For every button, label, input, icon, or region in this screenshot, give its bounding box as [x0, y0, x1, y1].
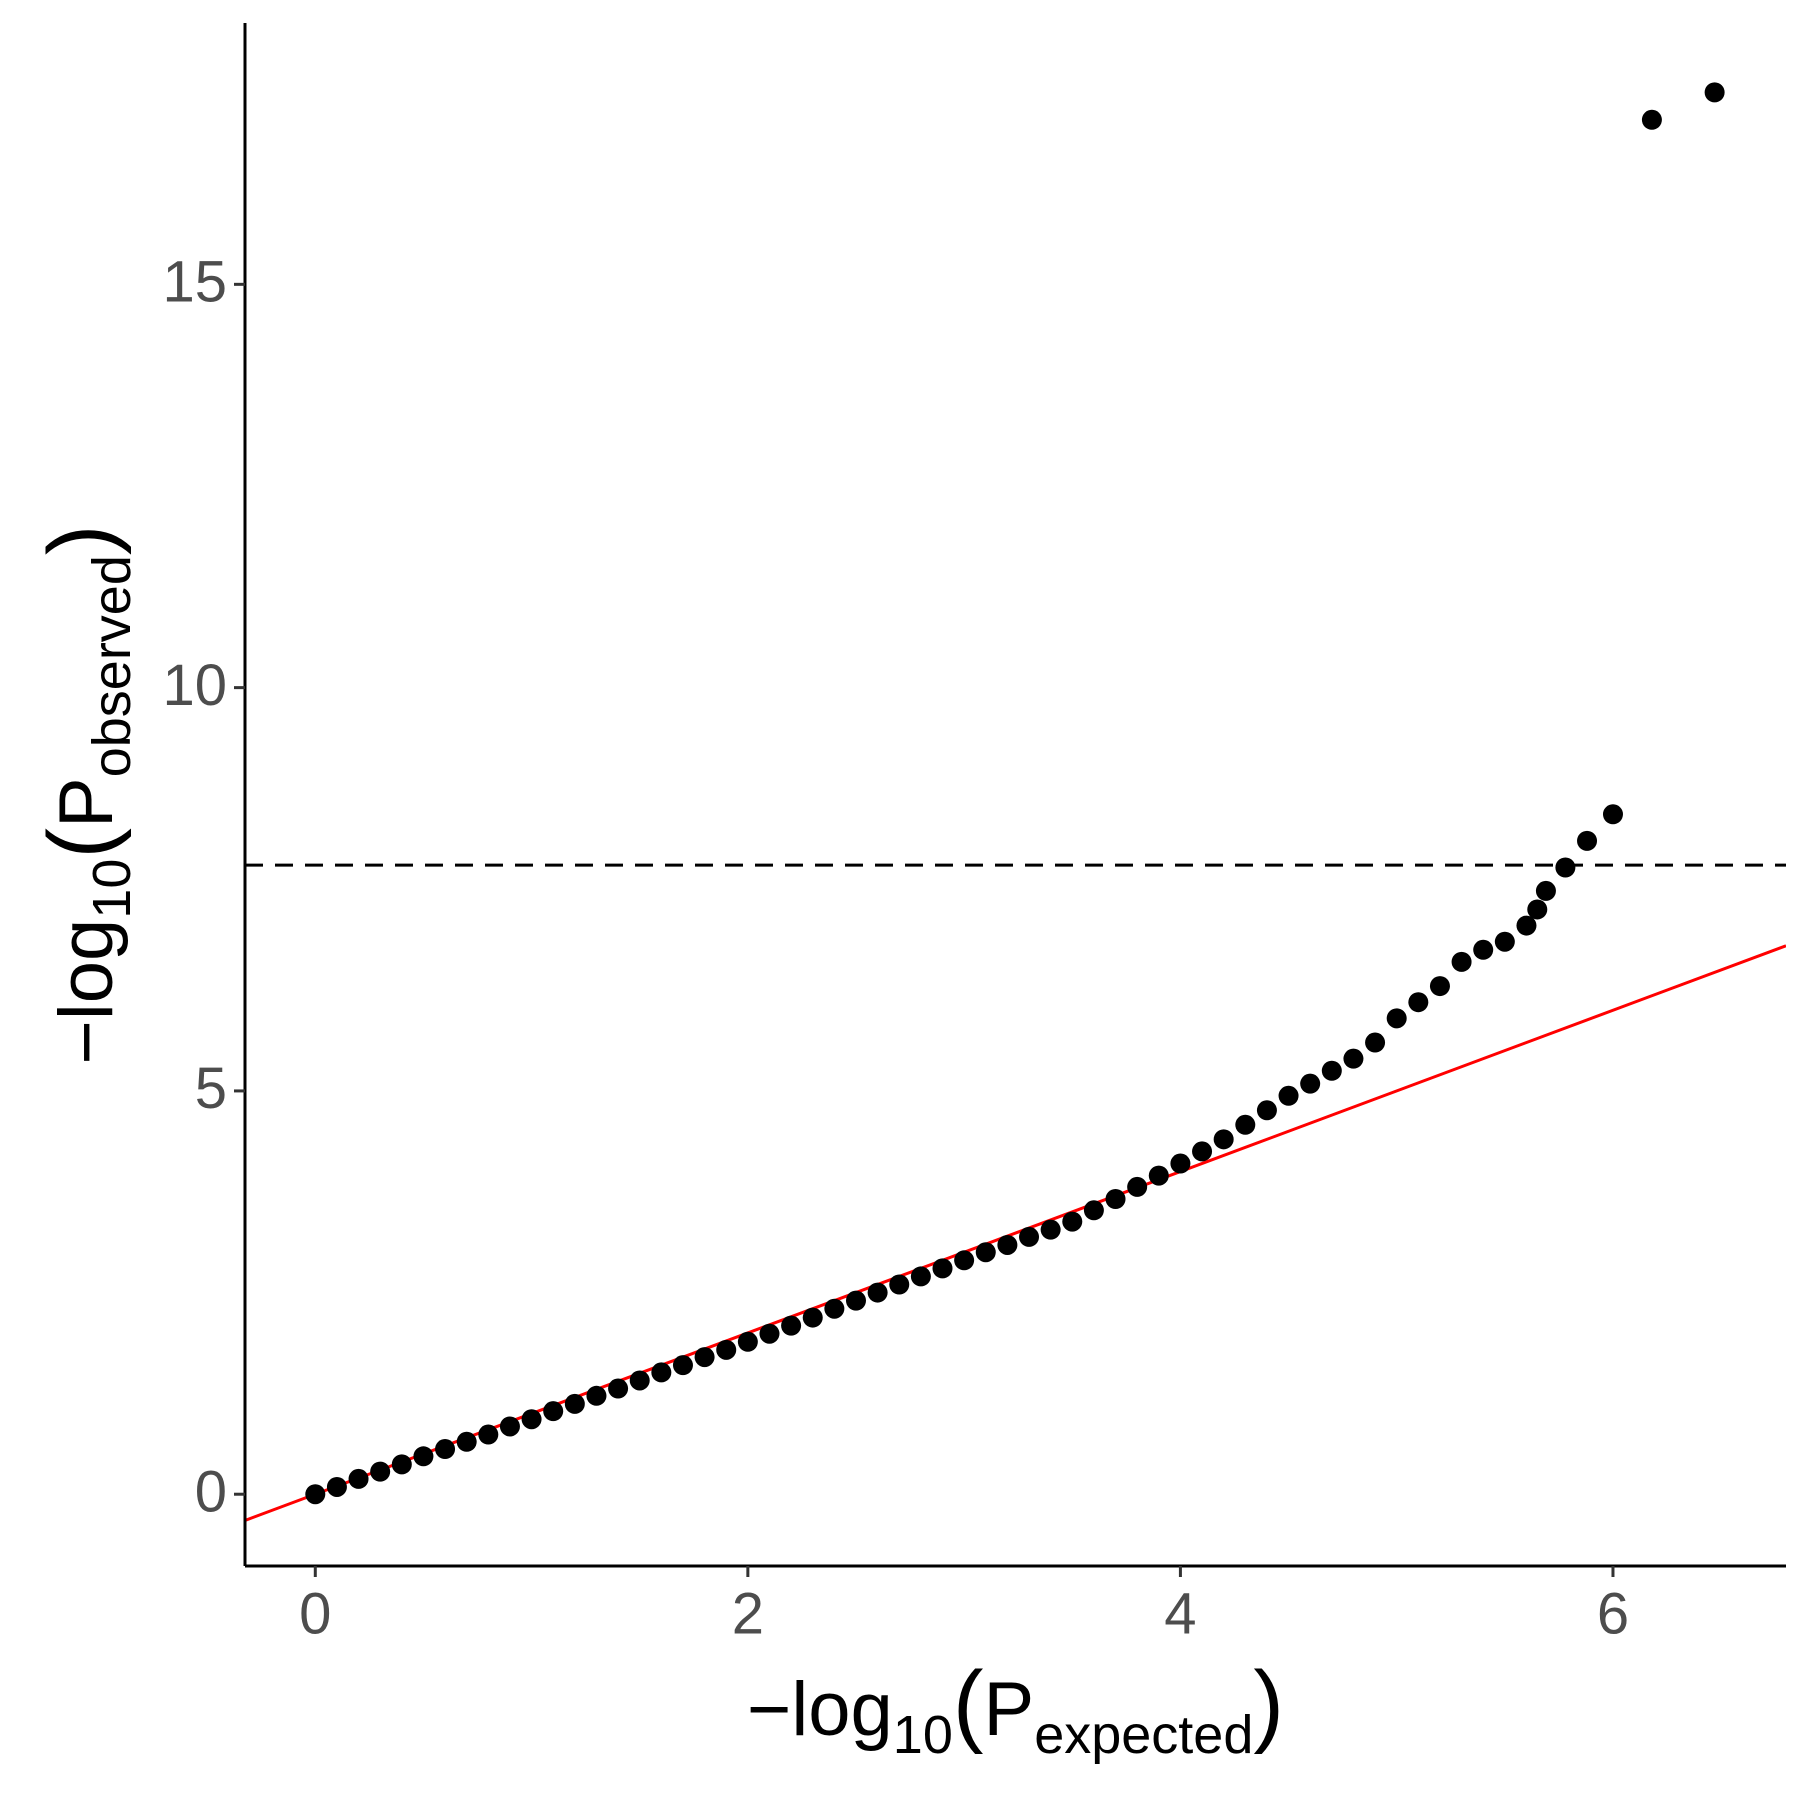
title-part: −log — [44, 919, 129, 1065]
title-part: ( — [30, 828, 132, 859]
point — [1300, 1073, 1321, 1094]
title-part: P — [984, 1667, 1035, 1752]
point — [1451, 951, 1472, 972]
y-tick-label: 5 — [195, 1056, 227, 1121]
title-part: 10 — [893, 1705, 953, 1765]
point — [824, 1298, 845, 1319]
point — [845, 1290, 866, 1311]
point — [1083, 1200, 1104, 1221]
point — [1527, 899, 1548, 920]
point — [586, 1385, 607, 1406]
x-tick-label: 0 — [299, 1581, 331, 1646]
point — [1278, 1085, 1299, 1106]
point — [1555, 857, 1576, 878]
title-part: ( — [953, 1653, 984, 1755]
point — [564, 1393, 585, 1414]
point — [781, 1315, 802, 1336]
point — [1127, 1176, 1148, 1197]
point — [651, 1362, 672, 1383]
point — [716, 1339, 737, 1360]
title-part: ) — [1253, 1653, 1284, 1755]
plot-area — [245, 82, 1786, 1522]
point — [413, 1446, 434, 1467]
point — [1040, 1219, 1061, 1240]
point — [910, 1266, 931, 1287]
point — [1516, 915, 1537, 936]
point — [1256, 1100, 1277, 1121]
point — [997, 1234, 1018, 1255]
point — [1602, 804, 1623, 825]
x-tick-label: 4 — [1164, 1581, 1196, 1646]
point — [1429, 976, 1450, 997]
point — [802, 1307, 823, 1328]
x-tick-label: 2 — [732, 1581, 764, 1646]
title-part: ) — [30, 524, 132, 555]
point — [326, 1476, 347, 1497]
point — [954, 1250, 975, 1271]
point — [499, 1416, 520, 1437]
point — [1321, 1060, 1342, 1081]
point — [889, 1274, 910, 1295]
point — [1704, 82, 1725, 103]
point — [759, 1323, 780, 1344]
point — [521, 1409, 542, 1430]
y-label: −log10(Pobserved) — [30, 524, 142, 1064]
title-part: expected — [1034, 1705, 1253, 1765]
point — [1019, 1226, 1040, 1247]
point — [478, 1424, 499, 1445]
point — [370, 1461, 391, 1482]
point — [1062, 1211, 1083, 1232]
point — [672, 1355, 693, 1376]
point — [629, 1370, 650, 1391]
point — [1577, 830, 1598, 851]
title-part: P — [44, 777, 129, 828]
point — [867, 1282, 888, 1303]
y-tick-label: 10 — [162, 653, 227, 718]
point — [1192, 1141, 1213, 1162]
point — [435, 1439, 456, 1460]
point — [1386, 1008, 1407, 1029]
point — [975, 1242, 996, 1263]
point — [1343, 1048, 1364, 1069]
point — [1365, 1032, 1386, 1053]
x-tick-label: 6 — [1597, 1581, 1629, 1646]
point — [1535, 880, 1556, 901]
point — [608, 1378, 629, 1399]
point — [305, 1484, 326, 1505]
y-tick-label: 15 — [162, 250, 227, 315]
point — [1148, 1165, 1169, 1186]
point — [1105, 1189, 1126, 1210]
x-label: −log10(Pexpected) — [747, 1653, 1284, 1765]
point — [543, 1401, 564, 1422]
point — [1408, 992, 1429, 1013]
point — [1473, 939, 1494, 960]
point — [1641, 109, 1662, 130]
point — [932, 1258, 953, 1279]
point — [348, 1468, 369, 1489]
title-part: −log — [747, 1667, 893, 1752]
point — [1170, 1153, 1191, 1174]
point — [456, 1431, 477, 1452]
title-part: observed — [82, 555, 142, 777]
point — [391, 1454, 412, 1475]
point — [1235, 1114, 1256, 1135]
point — [1213, 1129, 1234, 1150]
reference-line — [245, 944, 1786, 1522]
title-part: 10 — [82, 859, 142, 919]
point — [694, 1347, 715, 1368]
point — [737, 1331, 758, 1352]
point — [1494, 931, 1515, 952]
y-tick-label: 0 — [195, 1460, 227, 1525]
